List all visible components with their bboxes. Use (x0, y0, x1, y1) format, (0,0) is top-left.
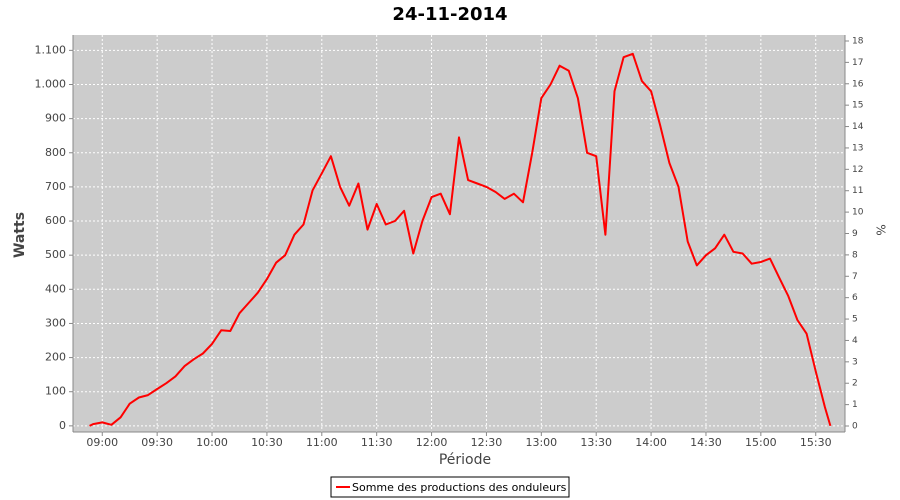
y-tick-label: 300 (45, 316, 66, 329)
y2-tick-label: 3 (852, 357, 858, 367)
x-tick-label: 10:00 (196, 436, 228, 449)
y2-tick-label: 7 (852, 272, 858, 282)
x-axis-label: Période (439, 452, 491, 468)
x-tick-label: 11:30 (361, 436, 393, 449)
y-tick-label: 700 (45, 180, 66, 193)
y-tick-label: 900 (45, 112, 66, 125)
y2-tick-label: 2 (852, 379, 858, 389)
x-tick-label: 12:30 (471, 436, 503, 449)
y-tick-label: 200 (45, 351, 66, 364)
y2-tick-label: 8 (852, 250, 858, 260)
y2-tick-label: 18 (852, 36, 864, 46)
x-tick-label: 09:00 (86, 436, 118, 449)
y2-tick-label: 13 (852, 143, 863, 153)
legend-box (330, 476, 570, 498)
y-tick-label: 600 (45, 214, 66, 227)
y-axis-label: Watts (12, 212, 28, 258)
y-tick-label: 100 (45, 385, 66, 398)
y-tick-label: 800 (45, 146, 66, 159)
x-tick-label: 13:30 (580, 436, 612, 449)
y2-tick-label: 17 (852, 58, 863, 68)
x-tick-label: 09:30 (141, 436, 173, 449)
x-tick-label: 15:00 (745, 436, 777, 449)
y2-tick-label: 4 (852, 336, 858, 346)
y2-tick-label: 0 (852, 422, 858, 432)
y2-tick-label: 16 (852, 79, 864, 89)
x-tick-label: 15:30 (800, 436, 832, 449)
y-tick-label: 1.000 (35, 77, 67, 90)
y2-axis-label: % (874, 224, 888, 235)
y2-tick-label: 5 (852, 315, 858, 325)
x-tick-label: 12:00 (416, 436, 448, 449)
y2-tick-label: 10 (852, 208, 864, 218)
x-tick-label: 13:00 (525, 436, 557, 449)
y2-tick-label: 6 (852, 293, 858, 303)
y2-tick-label: 9 (852, 229, 858, 239)
y-tick-label: 1.100 (35, 43, 67, 56)
y-tick-label: 400 (45, 282, 66, 295)
y2-tick-label: 11 (852, 186, 863, 196)
y2-tick-label: 1 (852, 400, 858, 410)
y-tick-label: 0 (59, 419, 66, 432)
chart-title: 24-11-2014 (392, 4, 507, 25)
y-tick-label: 500 (45, 248, 66, 261)
x-tick-label: 11:00 (306, 436, 338, 449)
series-line (89, 52, 832, 427)
x-tick-label: 14:30 (690, 436, 722, 449)
x-tick-label: 14:00 (635, 436, 667, 449)
y2-tick-label: 15 (852, 101, 863, 111)
y2-tick-label: 12 (852, 165, 863, 175)
y2-tick-label: 14 (852, 122, 864, 132)
plot-area (73, 35, 845, 432)
legend-label: Somme des productions des onduleurs (352, 481, 567, 494)
x-tick-label: 10:30 (251, 436, 283, 449)
